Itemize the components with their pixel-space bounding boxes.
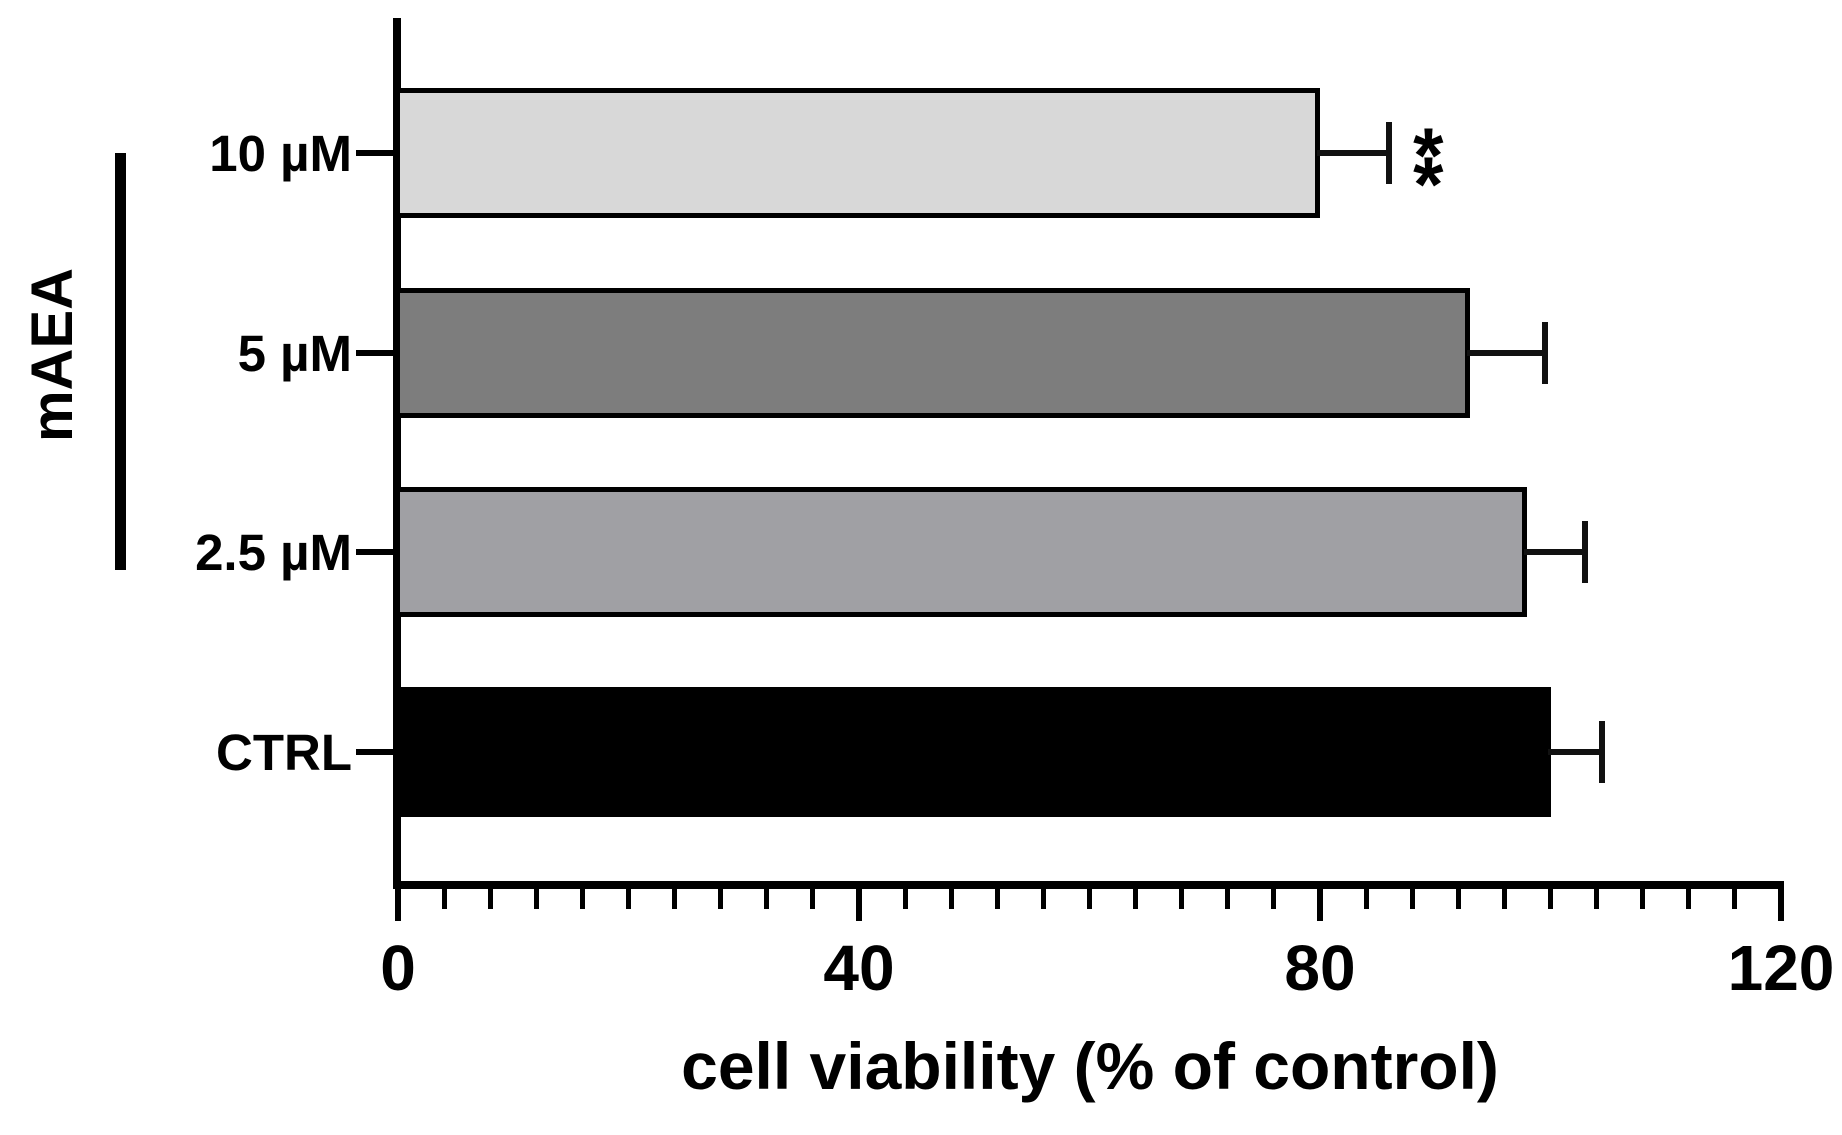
y-axis-line <box>393 18 401 889</box>
group-bracket-line <box>115 153 126 570</box>
x-minor-tick <box>533 887 539 909</box>
category-label: 2.5 µM <box>195 524 352 582</box>
error-bar-whisker <box>1317 150 1390 156</box>
x-minor-tick <box>1409 887 1415 909</box>
category-tick <box>356 150 394 156</box>
x-minor-tick <box>810 887 816 909</box>
significance-asterisk: * <box>1413 140 1444 228</box>
x-major-tick <box>395 885 401 921</box>
x-axis-line <box>393 881 1784 889</box>
x-minor-tick <box>1225 887 1231 909</box>
x-minor-tick <box>672 887 678 909</box>
error-bar-whisker <box>1466 349 1545 356</box>
category-tick <box>356 549 394 556</box>
x-minor-tick <box>1040 887 1046 909</box>
x-minor-tick <box>764 887 770 909</box>
x-minor-tick <box>1455 887 1461 909</box>
significance-asterisk: * <box>1413 111 1444 199</box>
x-axis-title: cell viability (% of control) <box>681 1029 1499 1103</box>
x-minor-tick <box>1732 887 1738 909</box>
x-minor-tick <box>948 887 954 909</box>
x-minor-tick <box>1548 887 1553 909</box>
x-minor-tick <box>1640 887 1646 909</box>
category-tick <box>356 749 394 756</box>
group-label: mAEA <box>20 267 85 443</box>
x-tick-label: 0 <box>380 932 416 1004</box>
error-bar-whisker <box>1524 549 1586 556</box>
x-minor-tick <box>1594 887 1600 909</box>
x-minor-tick <box>1179 887 1185 909</box>
x-minor-tick <box>1686 887 1692 909</box>
error-bar-cap <box>1386 122 1393 184</box>
x-minor-tick <box>487 887 493 909</box>
x-minor-tick <box>1133 887 1139 909</box>
x-minor-tick <box>902 887 908 909</box>
x-minor-tick <box>441 887 447 909</box>
x-minor-tick <box>626 887 631 909</box>
error-bar-cap <box>1599 721 1606 784</box>
x-tick-label: 80 <box>1284 932 1356 1004</box>
x-minor-tick <box>1271 887 1277 909</box>
x-minor-tick <box>1501 887 1507 909</box>
x-major-tick <box>856 885 862 921</box>
error-bar-cap <box>1582 521 1589 584</box>
x-minor-tick <box>994 887 1000 909</box>
category-label: 5 µM <box>237 324 352 382</box>
category-label: 10 µM <box>209 125 352 182</box>
x-minor-tick <box>1363 887 1369 909</box>
x-major-tick <box>1778 885 1784 921</box>
bar-5m <box>395 287 1470 418</box>
bar-ctrl <box>395 687 1551 818</box>
bar-10m <box>395 88 1320 218</box>
category-label: CTRL <box>216 724 352 782</box>
x-minor-tick <box>579 887 585 909</box>
bar-2.5m <box>395 487 1528 618</box>
x-tick-label: 120 <box>1727 932 1835 1004</box>
category-tick <box>356 349 394 356</box>
error-bar-cap <box>1541 321 1548 384</box>
x-minor-tick <box>1087 887 1092 909</box>
error-bar-whisker <box>1547 749 1603 756</box>
x-minor-tick <box>718 887 724 909</box>
x-major-tick <box>1317 885 1323 921</box>
x-tick-label: 40 <box>823 932 895 1004</box>
